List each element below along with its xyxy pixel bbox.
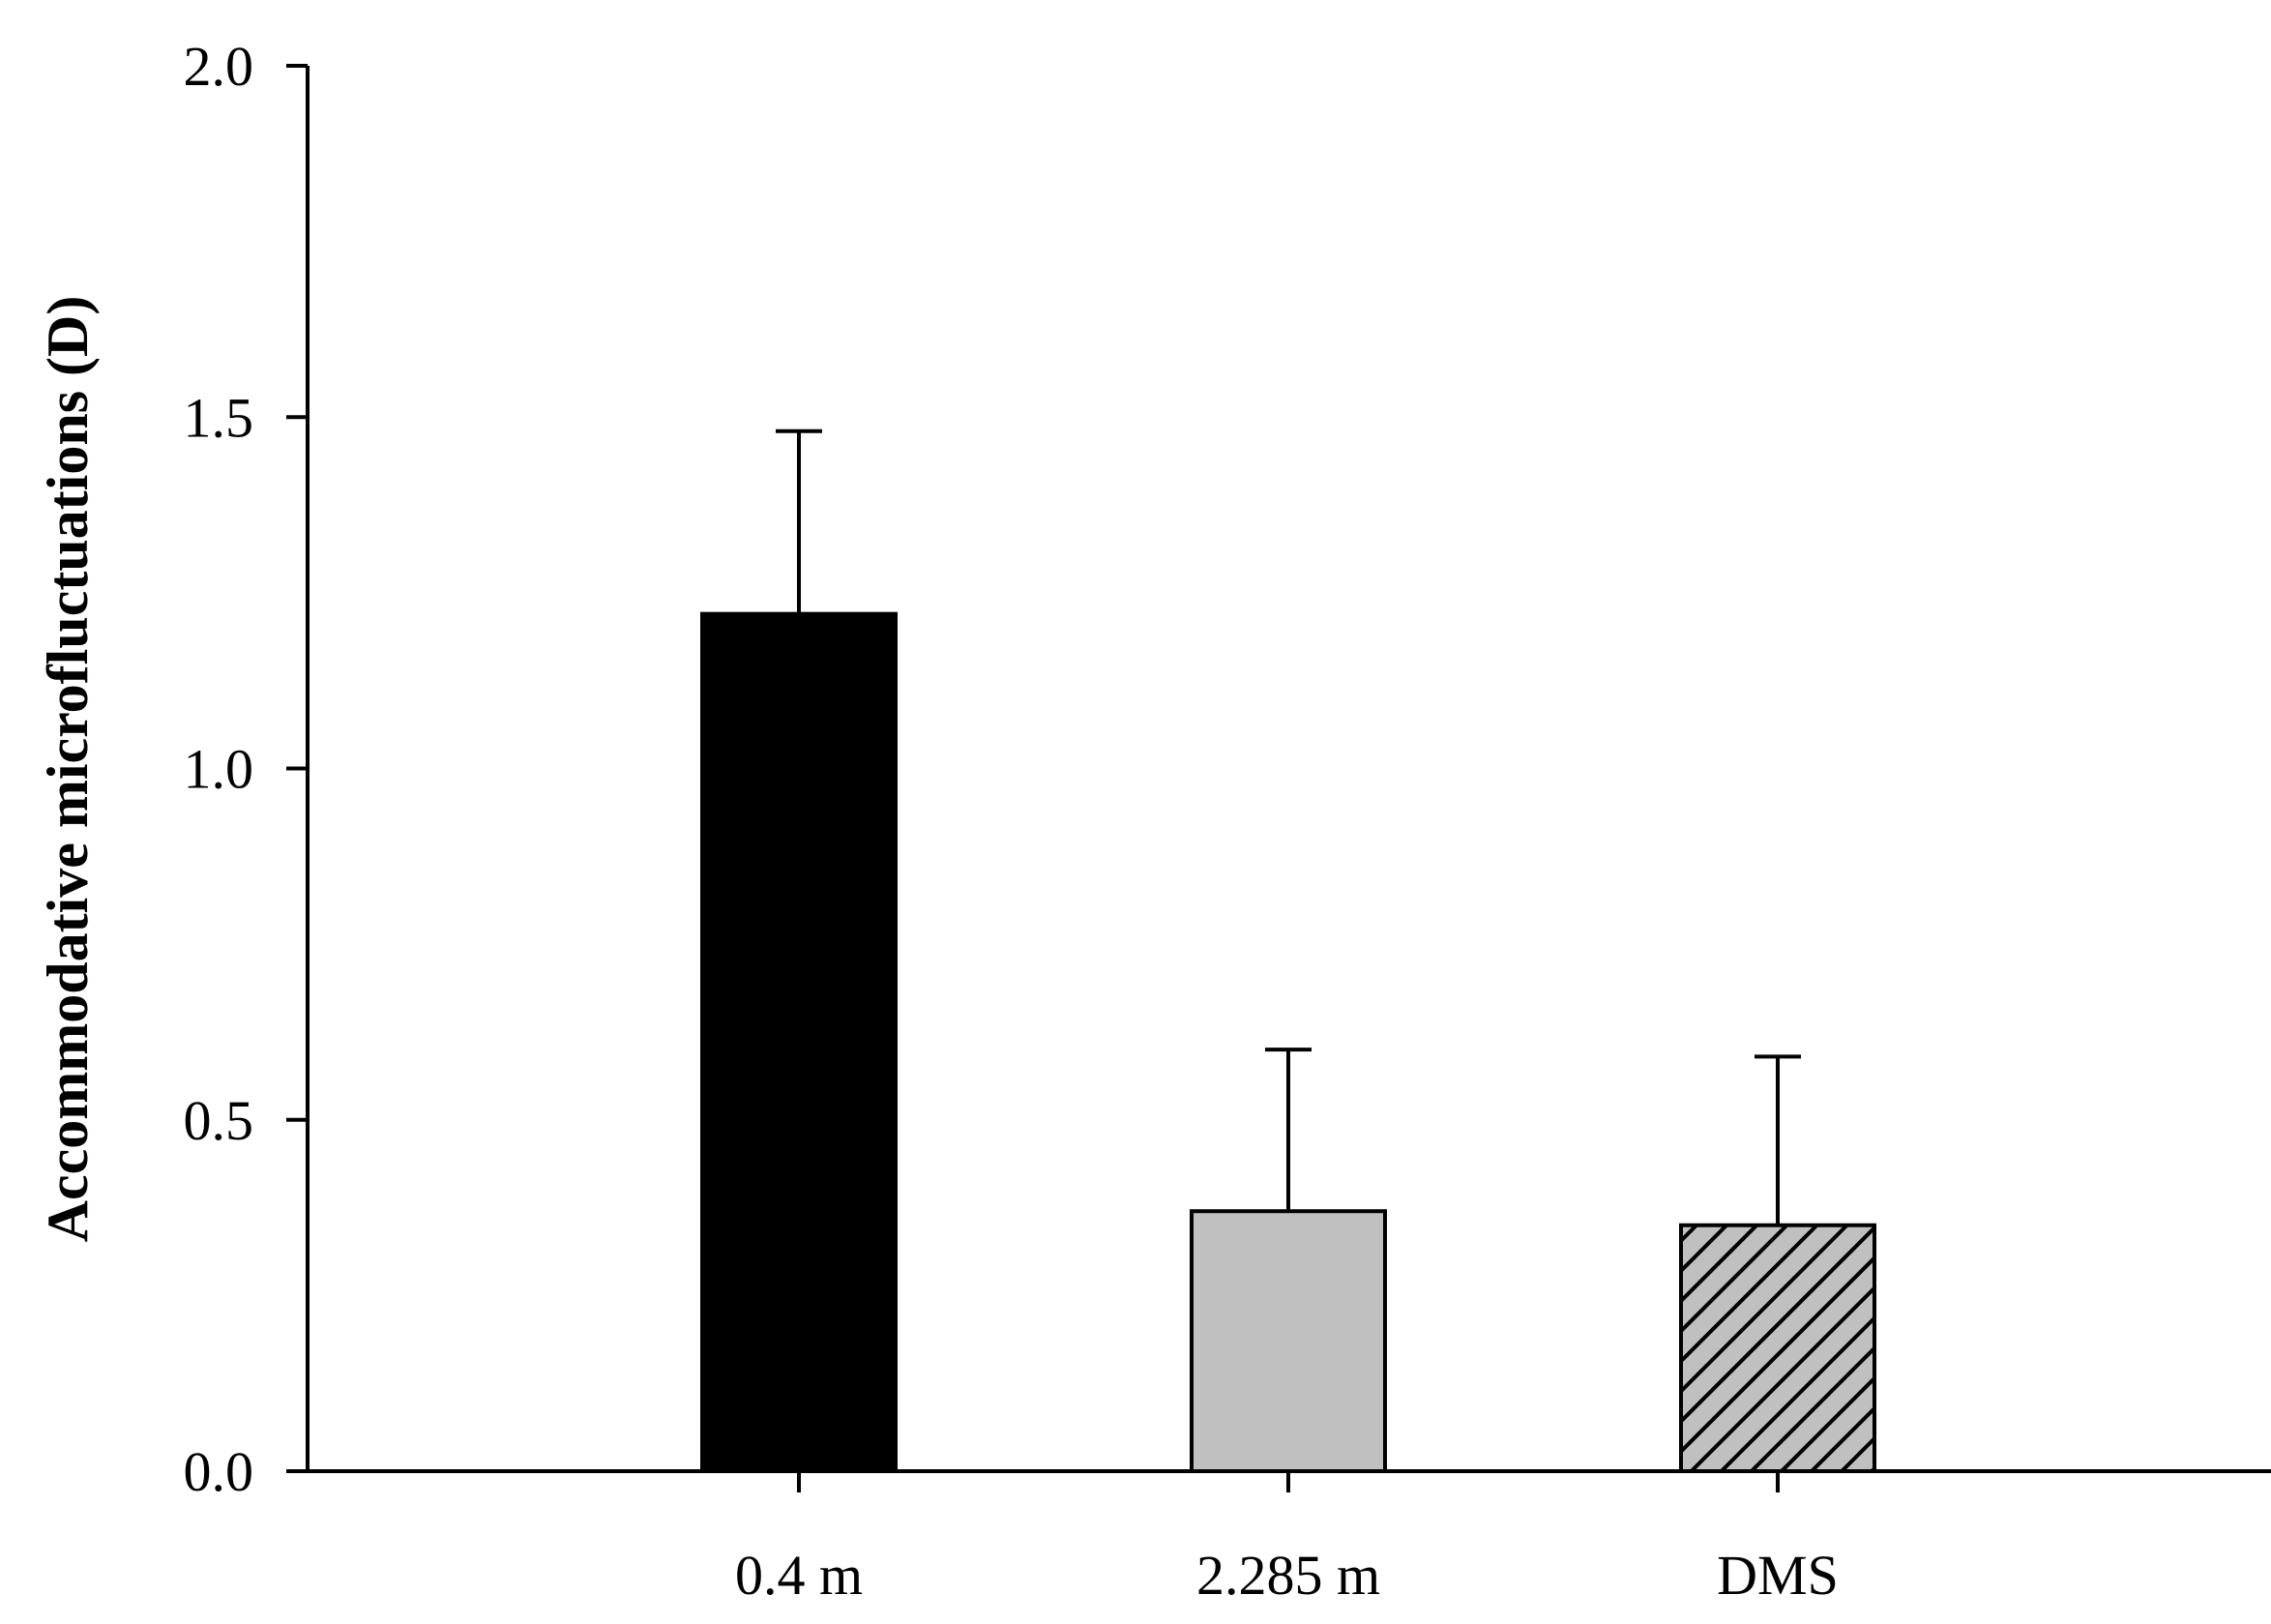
y-tick-label-0: 0.0 [184,1440,254,1503]
bar-2 [1679,1223,1876,1473]
bar-0 [700,611,898,1473]
x-tick-label-2: DMS [1717,1544,1839,1607]
x-tick-label-1: 2.285 m [1196,1544,1380,1607]
y-tick-label-3: 1.5 [184,386,254,449]
axes-layer: 0.4 m 2.285 m DMS 0.0 0.5 1.0 1.5 2.0 [184,35,2271,1607]
y-tick-label-1: 0.5 [184,1089,254,1152]
y-tick-label-4: 2.0 [184,35,254,98]
bars-layer [700,428,1876,1473]
y-tick-label-2: 1.0 [184,738,254,801]
y-axis-title: Accommodative microfluctuations (D) [36,296,100,1243]
bar-1 [1190,1209,1387,1473]
x-tick-label-0: 0.4 m [735,1544,863,1607]
